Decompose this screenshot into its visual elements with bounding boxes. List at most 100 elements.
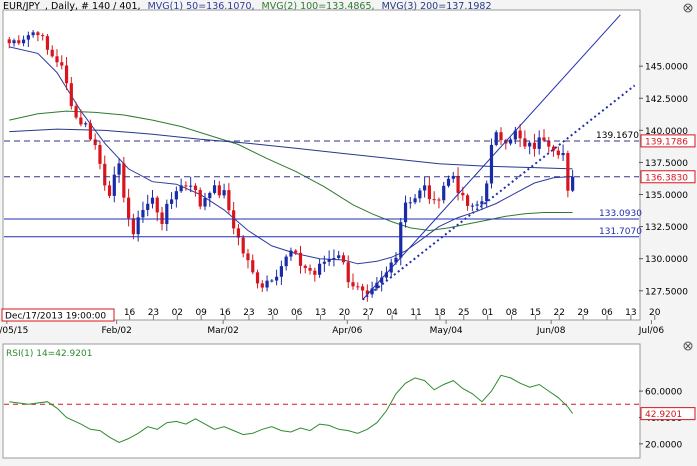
candle-up: [289, 250, 293, 257]
x-tick-label: 01: [482, 308, 493, 318]
candle-down: [308, 267, 312, 271]
candle-down: [198, 190, 202, 207]
x-tick-label: 23: [148, 308, 159, 318]
candle-up: [480, 201, 484, 205]
candle-down: [107, 185, 112, 196]
candle-up: [513, 130, 517, 140]
moving-averages-layer: [9, 46, 573, 265]
candle-down: [427, 185, 432, 200]
candle-up: [561, 153, 565, 156]
candle-down: [346, 262, 350, 283]
candle-up: [222, 190, 226, 196]
ma200-label: MVG(3) 200=137.1982: [382, 1, 492, 12]
candle-up: [284, 256, 288, 267]
price-panel: [2, 9, 641, 321]
candle-up: [394, 257, 398, 263]
x-tick-label: 27: [363, 308, 374, 318]
candle-up: [189, 185, 193, 187]
month-label: May/04: [430, 326, 463, 336]
candle-down: [566, 153, 570, 191]
price-ytick-label: 140.0000: [645, 127, 688, 137]
rsi-panel-close-icon[interactable]: [683, 341, 693, 351]
candle-down: [294, 250, 298, 253]
candle-down: [17, 40, 21, 44]
candle-up: [279, 266, 283, 277]
candle-down: [551, 146, 556, 151]
rsi-line: [9, 374, 574, 444]
rsi-panel: [2, 343, 641, 459]
candle-up: [446, 178, 451, 186]
month-label: Jun/08: [536, 326, 566, 336]
candle-up: [322, 261, 326, 264]
candle-down: [251, 260, 255, 273]
candle-down: [93, 139, 97, 146]
candle-up: [537, 137, 541, 149]
candle-up: [84, 123, 88, 125]
candle-up: [317, 263, 322, 275]
candle-up: [327, 258, 331, 262]
candle-up: [21, 39, 26, 44]
candle-up: [212, 185, 217, 193]
candle-down: [246, 253, 250, 261]
price-ytick-label: 137.5000: [645, 159, 688, 169]
x-tick-label: 02: [172, 308, 183, 318]
x-tick-label: 25: [458, 308, 469, 318]
candle-up: [12, 40, 16, 44]
symbol-text: EUR/JPY: [3, 1, 40, 12]
ask-price-box: [640, 134, 696, 148]
month-label: Jul/06: [638, 326, 665, 336]
candle-down: [303, 265, 307, 268]
candle-up: [112, 174, 116, 196]
candle-up: [442, 185, 446, 201]
candle-down: [184, 185, 188, 187]
candle-down: [523, 138, 527, 147]
candle-down: [556, 150, 560, 156]
candle-up: [403, 202, 408, 223]
candle-down: [547, 140, 551, 147]
candle-up: [169, 199, 174, 204]
candle-up: [337, 255, 341, 258]
candle-up: [203, 198, 207, 207]
ma50-label: MVG(1) 50=136.1070,: [148, 1, 255, 12]
candle-down: [50, 49, 54, 57]
candle-down: [542, 137, 546, 141]
candle-down: [98, 145, 102, 164]
ma100-line: [9, 110, 573, 232]
price-panel-close-icon[interactable]: [683, 3, 693, 13]
candle-up: [451, 175, 455, 179]
candles-layer: [7, 29, 575, 302]
candle-up: [384, 272, 389, 278]
month-label: Apr/06: [332, 326, 362, 336]
candle-down: [236, 228, 241, 238]
rsi-value-label: 42.9201: [645, 410, 682, 420]
candle-up: [399, 222, 403, 258]
x-tick-label: 11: [410, 308, 421, 318]
ask-price-label: 139.1786: [645, 137, 688, 147]
candle-down: [518, 130, 522, 139]
x-tick-label: 06: [601, 308, 613, 318]
month-label: Mar/02: [207, 326, 238, 336]
candle-down: [79, 117, 83, 125]
candle-down: [41, 35, 45, 37]
chart-header: EUR/JPY , Daily, # 140 / 401, MVG(1) 50=…: [3, 1, 492, 12]
candle-up: [375, 282, 379, 289]
x-tick-label: 09: [195, 308, 207, 318]
candle-up: [470, 205, 474, 207]
cursor-date-text: Dec/17/2013 19:00:00: [5, 312, 106, 322]
candle-up: [370, 288, 374, 295]
candle-down: [499, 132, 503, 141]
candle-up: [508, 139, 513, 144]
x-tick-label: 18: [434, 308, 446, 318]
candle-down: [360, 286, 365, 291]
candle-up: [31, 32, 35, 36]
candle-up: [571, 176, 575, 191]
ma200-line: [9, 128, 573, 170]
candle-down: [127, 197, 131, 219]
x-tick-label: 23: [243, 308, 254, 318]
candle-up: [408, 202, 412, 204]
lines-layer: 139.1670 133.0930 131.7070: [4, 14, 642, 301]
candle-down: [160, 212, 164, 224]
candle-down: [532, 142, 537, 149]
